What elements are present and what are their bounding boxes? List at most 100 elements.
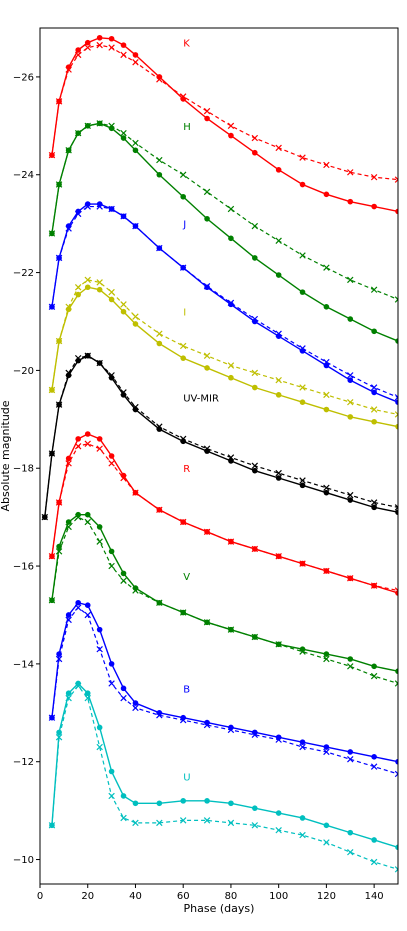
- observed-point: [65, 369, 72, 377]
- observed-point: [251, 369, 259, 377]
- model-point: [108, 548, 115, 555]
- observed-point: [65, 147, 72, 154]
- x-tick-label: 20: [81, 891, 94, 902]
- observed-point: [96, 645, 103, 653]
- model-point: [56, 651, 62, 657]
- observed-point: [108, 562, 115, 570]
- x-tick-label: 100: [269, 891, 288, 902]
- observed-point: [156, 76, 163, 83]
- observed-point: [74, 513, 82, 521]
- observed-point: [275, 736, 282, 743]
- observed-point: [394, 296, 398, 303]
- observed-point: [74, 604, 82, 611]
- axis-ticks: 0 20 40 60 80 100 120 140 −10 −12 −14 −16 −18 −20 −22 −…: [13, 72, 384, 902]
- observed-point: [394, 504, 398, 511]
- observed-point: [120, 474, 127, 482]
- observed-point: [132, 313, 139, 320]
- model-point: [323, 304, 330, 310]
- model-point: [132, 321, 139, 327]
- model-point: [180, 193, 186, 200]
- observed-point: [347, 575, 354, 582]
- model-point: [180, 798, 186, 804]
- model-point: [275, 475, 282, 481]
- observed-point: [227, 362, 235, 369]
- model-point: [371, 389, 377, 396]
- y-axis-label: Absolute magnitude: [0, 400, 12, 511]
- model-point: [347, 198, 354, 205]
- model-point: [65, 519, 72, 525]
- observed-point: [370, 173, 378, 181]
- observed-point: [108, 372, 115, 379]
- observed-point: [96, 743, 103, 751]
- model-point: [347, 414, 354, 420]
- model-point: [84, 284, 91, 291]
- observed-point: [156, 599, 163, 606]
- observed-point: [179, 716, 187, 724]
- model-point: [371, 203, 377, 210]
- y-tick-label: −12: [13, 757, 34, 768]
- band-label-r: R: [183, 464, 190, 475]
- observed-point: [275, 469, 282, 477]
- observed-point: [394, 770, 398, 778]
- model-point: [228, 235, 234, 242]
- observed-point: [227, 538, 235, 545]
- model-point: [120, 685, 127, 692]
- model-point: [132, 800, 139, 807]
- observed-point: [299, 384, 306, 391]
- model-point: [228, 301, 234, 308]
- observed-point: [275, 376, 282, 384]
- observed-point: [179, 435, 187, 443]
- model-point: [395, 423, 398, 430]
- model-point: [204, 365, 210, 371]
- observed-point: [323, 655, 330, 663]
- model-point: [347, 377, 354, 383]
- observed-point: [203, 283, 211, 290]
- observed-point: [120, 213, 127, 220]
- observed-point: [84, 440, 91, 447]
- y-tick-label: −10: [13, 855, 34, 866]
- model-point: [84, 690, 91, 697]
- observed-point: [120, 129, 127, 137]
- band-label-v: V: [183, 572, 190, 583]
- model-point: [96, 34, 103, 41]
- model-point: [228, 132, 234, 139]
- observed-point: [156, 712, 163, 719]
- observed-point: [323, 264, 330, 271]
- model-point: [371, 663, 377, 670]
- observed-point: [323, 567, 330, 575]
- model-point: [120, 135, 127, 141]
- observed-point: [227, 819, 235, 827]
- band-label-i: I: [183, 308, 186, 319]
- observed-point: [299, 252, 306, 259]
- model-point: [180, 355, 186, 361]
- observed-point: [55, 499, 63, 506]
- observed-point: [251, 545, 259, 553]
- model-point: [84, 602, 91, 608]
- observed-point: [275, 237, 282, 245]
- observed-point: [251, 731, 259, 739]
- observed-point: [347, 663, 354, 670]
- observed-point: [299, 743, 306, 751]
- observed-point: [203, 817, 211, 824]
- observed-point: [299, 477, 306, 484]
- model-point: [395, 844, 398, 851]
- x-tick-label: 140: [365, 891, 384, 902]
- observed-point: [323, 358, 330, 366]
- model-point: [299, 815, 306, 821]
- observed-point: [74, 51, 82, 59]
- series-u: U: [48, 680, 398, 873]
- observed-point: [179, 171, 187, 178]
- observed-point: [227, 454, 235, 461]
- model-point: [204, 115, 210, 122]
- observed-point: [251, 822, 259, 829]
- observed-point: [96, 120, 103, 127]
- model-point: [299, 399, 306, 405]
- observed-point: [370, 286, 378, 293]
- observed-point: [55, 655, 63, 663]
- series-r: R: [48, 431, 398, 596]
- model-point: [228, 800, 234, 807]
- observed-point: [84, 44, 91, 51]
- model-point: [204, 284, 210, 291]
